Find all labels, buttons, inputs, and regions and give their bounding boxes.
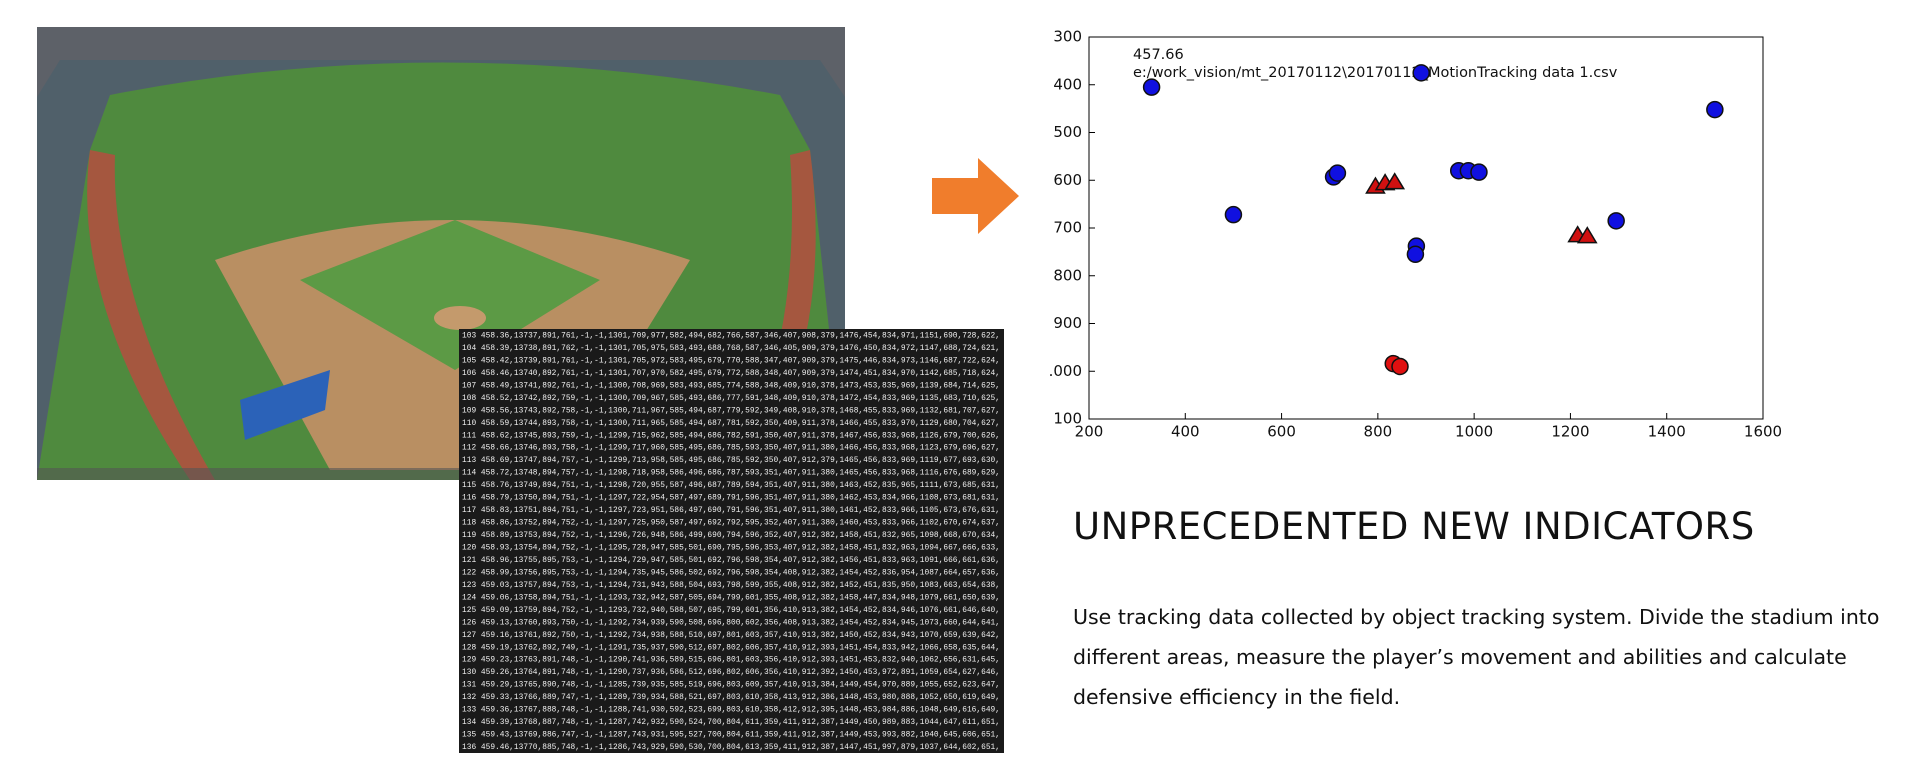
annotation: e:/work_vision/mt_20170112\20170112_Moti… (1133, 65, 1618, 81)
data-line: 119 458.89,13753,894,752,-1,-1,1296,726,… (462, 530, 1000, 540)
data-line: 116 458.79,13750,894,751,-1,-1,1297,722,… (462, 493, 1000, 503)
annotation: 457.66 (1133, 47, 1184, 63)
data-line: 131 459.29,13765,890,748,-1,-1,1285,739,… (462, 680, 1000, 690)
banner (240, 370, 330, 440)
data-line: 113 458.69,13747,894,757,-1,-1,1299,713,… (462, 455, 1000, 465)
point (1607, 212, 1625, 230)
data-line: 135 459.43,13769,886,747,-1,-1,1287,743,… (462, 730, 1000, 740)
point (1706, 100, 1724, 119)
data-line: 108 458.52,13742,892,759,-1,-1,1300,709,… (462, 393, 1000, 403)
data-line: 120 458.93,13754,894,752,-1,-1,1295,728,… (462, 543, 1000, 553)
y-tick-label: .000 (1049, 362, 1082, 380)
arrow (932, 158, 1019, 234)
y-tick-label: 500 (1053, 123, 1082, 141)
y-tick-label: 900 (1053, 314, 1082, 332)
x-tick-label: 600 (1267, 423, 1296, 441)
data-line: 111 458.62,13745,893,759,-1,-1,1299,715,… (462, 430, 1000, 440)
x-tick-label: 1400 (1648, 423, 1686, 441)
point (1412, 64, 1430, 82)
point (1142, 78, 1161, 96)
data-line: 133 459.36,13767,888,748,-1,-1,1288,741,… (462, 705, 1000, 715)
data-line: 115 458.76,13749,894,751,-1,-1,1298,720,… (462, 480, 1000, 490)
description: Use tracking data collected by object tr… (1073, 605, 1880, 709)
x-tick-label: 800 (1364, 423, 1393, 441)
y-tick-label: 400 (1053, 75, 1082, 93)
pitchers-mound (434, 306, 486, 330)
y-tick-label: 800 (1053, 266, 1082, 284)
data-line: 121 458.96,13755,895,753,-1,-1,1294,729,… (462, 555, 1000, 565)
stadium-photo (37, 27, 845, 480)
data-line: 124 459.06,13758,894,751,-1,-1,1293,732,… (462, 592, 1000, 602)
x-tick-label: 1200 (1551, 423, 1589, 441)
point (1391, 357, 1409, 376)
point (1576, 226, 1598, 244)
data-line: 126 459.13,13760,893,750,-1,-1,1292,734,… (462, 617, 1000, 627)
x-tick-label: 400 (1171, 423, 1200, 441)
y-tick-label: 700 (1053, 219, 1082, 237)
data-line: 129 459.23,13763,891,748,-1,-1,1290,741,… (462, 655, 1000, 665)
point (1470, 163, 1488, 181)
data-line: 134 459.39,13768,887,748,-1,-1,1287,742,… (462, 717, 1000, 727)
data-line: 104 458.39,13738,891,762,-1,-1,1301,705,… (462, 343, 1000, 353)
y-tick-label: 600 (1053, 171, 1082, 189)
point (1406, 245, 1425, 264)
data-line: 109 458.56,13743,892,758,-1,-1,1300,711,… (462, 405, 1000, 415)
data-line: 128 459.19,13762,892,749,-1,-1,1291,735,… (462, 642, 1000, 652)
chart: 200 400 600 800 1000 1200 1400 1600 300 400 500 600… (1049, 28, 1783, 441)
data-line: 127 459.16,13761,892,750,-1,-1,1292,734,… (462, 630, 1000, 640)
data-line: 110 458.59,13744,893,758,-1,-1,1300,711,… (462, 418, 1000, 428)
data-block (459, 329, 1004, 753)
heading: UNPRECEDENTED NEW INDICATORS (1073, 505, 1755, 548)
infield-grass (300, 220, 600, 370)
data-line: 105 458.42,13739,891,761,-1,-1,1301,705,… (462, 355, 1000, 365)
data-line: 118 458.86,13752,894,752,-1,-1,1297,725,… (462, 518, 1000, 528)
point (1384, 172, 1406, 190)
data-line: 122 458.99,13756,895,753,-1,-1,1294,735,… (462, 567, 1000, 577)
x-tick-label: 1600 (1744, 423, 1782, 441)
point (1224, 205, 1243, 224)
warning-track-left (87, 150, 215, 480)
data-line: 106 458.46,13740,892,761,-1,-1,1301,707,… (462, 368, 1000, 378)
plot-area (1088, 36, 1764, 420)
x-tick-label: 200 (1075, 423, 1104, 441)
data-line: 136 459.46,13770,885,748,-1,-1,1286,743,… (462, 742, 1000, 752)
data-line: 117 458.83,13751,894,751,-1,-1,1297,723,… (462, 505, 1000, 515)
data-line: 107 458.49,13741,892,761,-1,-1,1300,708,… (462, 380, 1000, 390)
data-line: 114 458.72,13748,894,757,-1,-1,1298,718,… (462, 468, 1000, 478)
data-line: 125 459.09,13759,894,752,-1,-1,1293,732,… (462, 605, 1000, 615)
data-line: 112 458.66,13746,893,758,-1,-1,1299,717,… (462, 443, 1000, 453)
data-line: 103 458.36,13737,891,761,-1,-1,1301,709,… (462, 331, 1000, 341)
y-tick-label: 100 (1053, 410, 1082, 428)
data-line: 132 459.33,13766,889,747,-1,-1,1289,739,… (462, 692, 1000, 702)
data-line: 130 459.26,13764,891,748,-1,-1,1290,737,… (462, 667, 1000, 677)
y-tick-label: 300 (1053, 28, 1082, 46)
data-line: 123 459.03,13757,894,753,-1,-1,1294,731,… (462, 580, 1000, 590)
x-tick-label: 1000 (1455, 423, 1493, 441)
point (1328, 164, 1347, 182)
data-lines: 103 458.36,13737,891,761,-1,-1,1301,709,… (462, 331, 1000, 753)
